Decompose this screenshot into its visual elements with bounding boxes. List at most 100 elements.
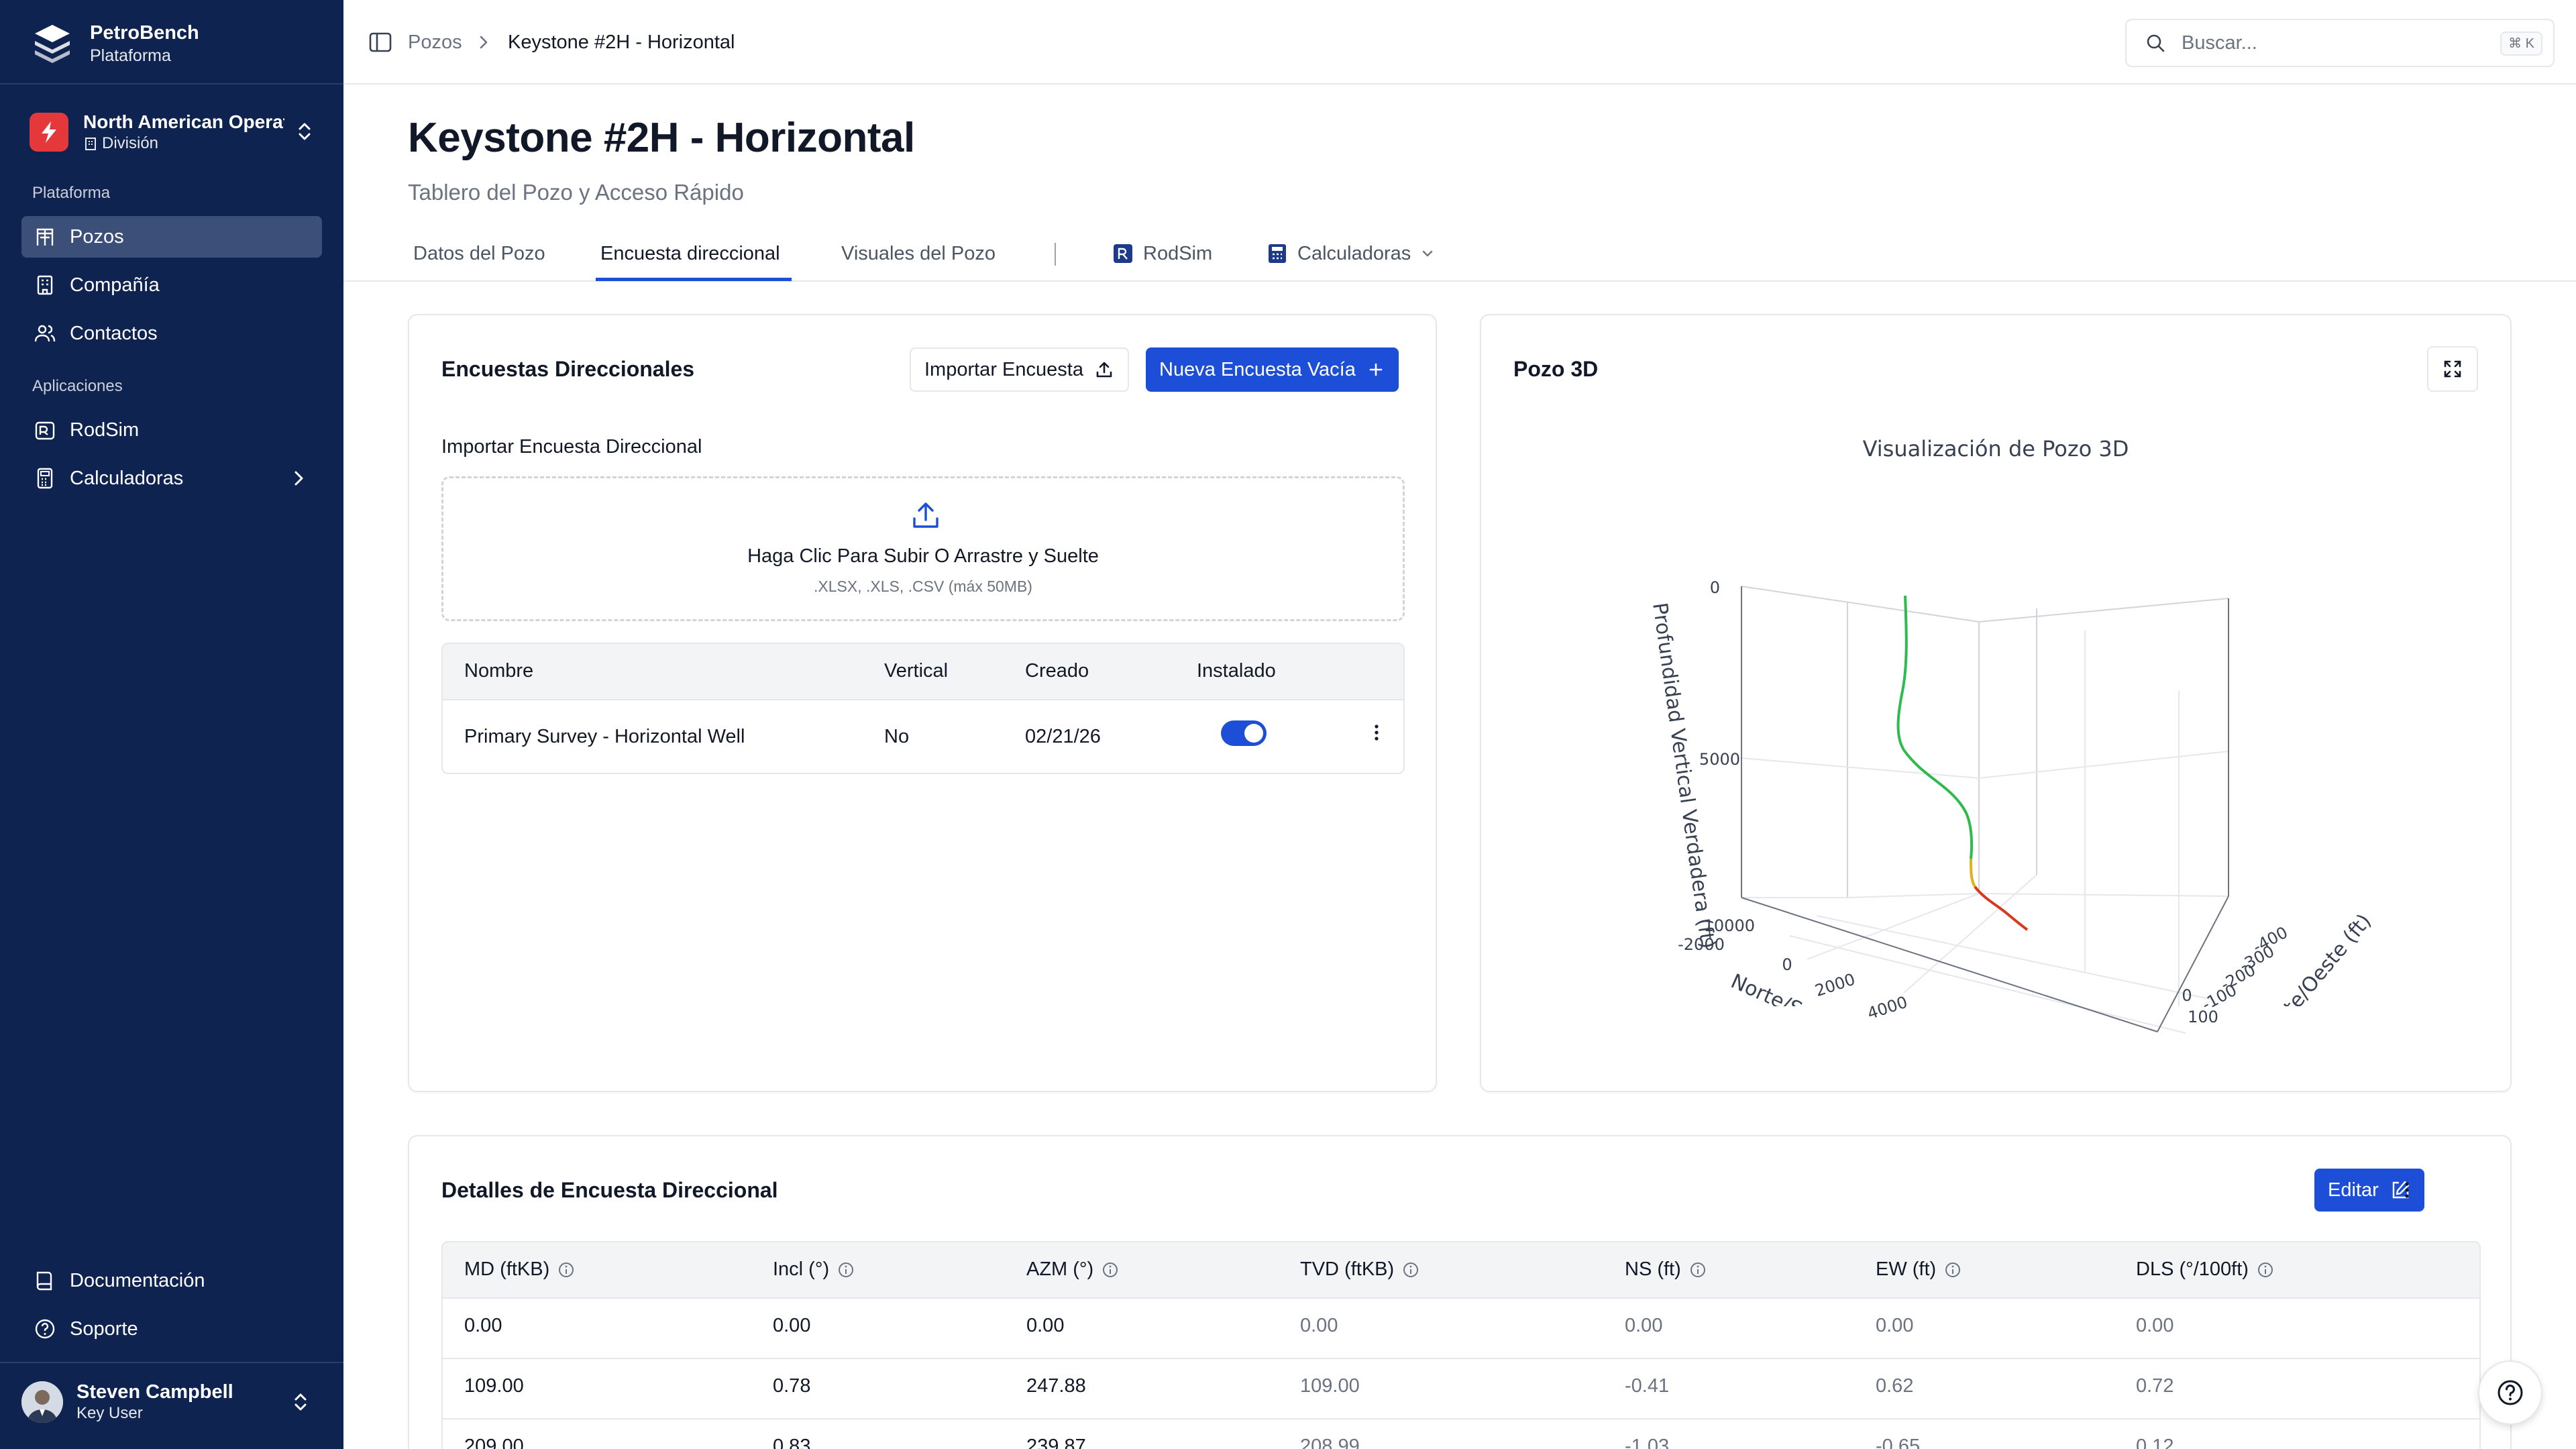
cell-tvd: 208.99 xyxy=(1300,1436,1360,1449)
column-header: Nombre xyxy=(464,660,534,682)
dropzone-hint: .XLSX, .XLS, .CSV (máx 50MB) xyxy=(814,578,1032,595)
info-icon[interactable] xyxy=(557,1261,575,1279)
y-axis-line xyxy=(2157,896,2229,1032)
column-label: TVD (ftKB) xyxy=(1300,1258,1395,1280)
info-icon[interactable] xyxy=(1944,1261,1962,1279)
app-name: PetroBench xyxy=(90,22,199,44)
users-icon xyxy=(34,325,56,342)
tab-calculadoras[interactable]: Calculadoras xyxy=(1267,240,1436,267)
tab-label: Encuesta direccional xyxy=(600,243,780,264)
chevrons-up-down-icon[interactable] xyxy=(291,118,318,145)
x-axis-line xyxy=(1741,897,2158,1032)
sidebar-item-label: RodSim xyxy=(70,419,140,441)
z-tick-label: 0 xyxy=(1710,578,1720,597)
sidebar-item-documentacion[interactable]: Documentación xyxy=(21,1260,322,1301)
tab-separator xyxy=(1055,243,1056,266)
grid-line xyxy=(1903,874,2037,994)
org-switcher[interactable]: North American Operations División xyxy=(30,107,318,157)
info-icon[interactable] xyxy=(1689,1261,1707,1279)
import-section-label: Importar Encuesta Direccional xyxy=(441,436,702,458)
building-small-icon xyxy=(85,138,96,150)
tab-label: Calculadoras xyxy=(1297,243,1411,264)
search-input[interactable] xyxy=(2182,32,2477,54)
sidebar-section-apps: Aplicaciones xyxy=(32,377,123,395)
more-vertical-icon[interactable] xyxy=(2395,1178,2419,1202)
installed-toggle[interactable] xyxy=(1221,720,1267,746)
row-divider xyxy=(443,1418,2479,1419)
surveys-card-title: Encuestas Direccionales xyxy=(441,357,695,381)
sidebar-item-calculadoras[interactable]: Calculadoras xyxy=(21,458,322,499)
tab-label: Visuales del Pozo xyxy=(841,243,996,264)
column-header-ew: EW (ft) xyxy=(1876,1258,1962,1281)
well-3d-plot[interactable]: 0 5000 10000 -2000 0 2000 4000 -400 -300… xyxy=(1481,315,2513,1093)
z-tick-label: 10000 xyxy=(1704,916,1755,935)
user-role: Key User xyxy=(76,1404,143,1422)
sidebar-item-label: Soporte xyxy=(70,1318,138,1340)
info-icon[interactable] xyxy=(1102,1261,1119,1279)
file-dropzone[interactable]: Haga Clic Para Subir O Arrastre y Suelte… xyxy=(441,476,1405,621)
tab-visuales-del-pozo[interactable]: Visuales del Pozo xyxy=(841,240,996,267)
book-icon xyxy=(36,1271,52,1291)
info-icon[interactable] xyxy=(1402,1261,1419,1279)
sidebar-item-label: Pozos xyxy=(70,225,124,248)
new-survey-label: Nueva Encuesta Vacía xyxy=(1159,358,1356,380)
sidebar-item-contactos[interactable]: Contactos xyxy=(21,313,322,354)
info-icon[interactable] xyxy=(837,1261,855,1279)
column-header: Instalado xyxy=(1197,660,1276,682)
sidebar-item-compania[interactable]: Compañía xyxy=(21,264,322,306)
help-circle-icon xyxy=(35,1319,55,1339)
surveys-card: Encuestas Direccionales Importar Encuest… xyxy=(408,314,1437,1092)
help-button[interactable] xyxy=(2478,1360,2542,1425)
upload-icon xyxy=(913,502,938,528)
trajectory-lateral-section xyxy=(1974,885,2029,931)
survey-name[interactable]: Primary Survey - Horizontal Well xyxy=(464,726,745,747)
tab-encuesta-direccional[interactable]: Encuesta direccional xyxy=(600,240,780,267)
sidebar-item-label: Documentación xyxy=(70,1269,205,1291)
avatar xyxy=(21,1381,63,1423)
sidebar: PetroBench Plataforma North American Ope… xyxy=(0,0,343,1449)
grid-line xyxy=(1807,893,1980,960)
table-header: Nombre Vertical Creado Instalado xyxy=(443,644,1403,700)
sidebar-toggle-icon[interactable] xyxy=(368,30,393,55)
well-3d-card: Pozo 3D Visualización de Pozo 3D xyxy=(1480,314,2512,1092)
org-name: North American Operations xyxy=(83,111,284,132)
sidebar-item-pozos[interactable]: Pozos xyxy=(21,216,322,258)
column-header-incl: Incl (°) xyxy=(773,1258,855,1281)
chevrons-up-down-icon[interactable] xyxy=(287,1389,314,1415)
column-header-ns: NS (ft) xyxy=(1625,1258,1707,1281)
import-survey-button[interactable]: Importar Encuesta xyxy=(910,347,1129,392)
sidebar-item-soporte[interactable]: Soporte xyxy=(21,1308,322,1350)
surveys-table: Nombre Vertical Creado Instalado Primary… xyxy=(441,643,1405,774)
sidebar-item-rodsim[interactable]: RodSim xyxy=(21,409,322,451)
rodsim-icon xyxy=(35,421,55,440)
tab-rodsim[interactable]: RodSim xyxy=(1112,240,1212,267)
breadcrumb-parent[interactable]: Pozos xyxy=(408,32,462,53)
info-icon[interactable] xyxy=(2257,1261,2274,1279)
cell-ns: -1.03 xyxy=(1625,1436,1670,1449)
survey-created: 02/21/26 xyxy=(1025,726,1101,747)
survey-details-card: Detalles de Encuesta Direccional Editar … xyxy=(408,1135,2512,1449)
trajectory-build-section xyxy=(1970,858,1976,888)
page-title: Keystone #2H - Horizontal xyxy=(408,115,915,161)
cell-azm: 247.88 xyxy=(1026,1375,1086,1397)
column-label: MD (ftKB) xyxy=(464,1258,550,1280)
expand-button[interactable] xyxy=(2427,346,2478,392)
brand[interactable]: PetroBench Plataforma xyxy=(30,19,199,68)
user-menu[interactable]: Steven Campbell Key User xyxy=(21,1368,322,1436)
building-icon xyxy=(37,275,53,295)
search-box[interactable]: ⌘ K xyxy=(2125,19,2555,67)
grid-line xyxy=(1816,915,2213,1000)
new-empty-survey-button[interactable]: Nueva Encuesta Vacía xyxy=(1146,347,1399,392)
column-label: DLS (°/100ft) xyxy=(2136,1258,2249,1280)
more-vertical-icon[interactable] xyxy=(1364,720,1389,745)
sidebar-divider xyxy=(0,1362,343,1363)
org-logo-icon xyxy=(30,113,68,152)
dropzone-title: Haga Clic Para Subir O Arrastre y Suelte xyxy=(747,545,1099,567)
cell-ew: -0.65 xyxy=(1876,1436,1921,1449)
maximize-icon xyxy=(2444,360,2461,378)
y-tick-label: 100 xyxy=(2188,1008,2218,1026)
search-icon xyxy=(2147,34,2165,52)
cell-md: 109.00 xyxy=(464,1375,524,1397)
row-divider xyxy=(443,1358,2479,1359)
tab-datos-del-pozo[interactable]: Datos del Pozo xyxy=(413,240,545,267)
